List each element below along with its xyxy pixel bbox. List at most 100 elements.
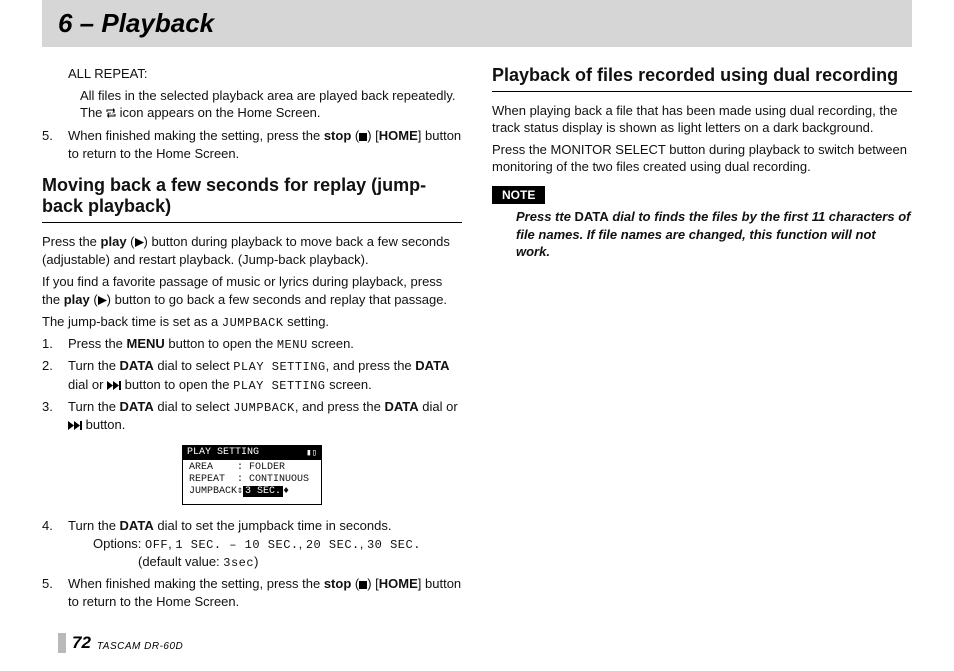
step-5-top: 5. When finished making the setting, pre… [42, 127, 462, 163]
lcd-label: AREA [189, 462, 213, 473]
left-column: ALL REPEAT: All files in the selected pl… [42, 65, 462, 615]
text: screen. [326, 377, 372, 392]
all-repeat-label: ALL REPEAT: [68, 65, 462, 83]
dual-para-2: Press the MONITOR SELECT button during p… [492, 141, 912, 176]
text: button to open the [121, 377, 233, 392]
jb-para-1: Press the play () button during playback… [42, 233, 462, 269]
text: ) button to go back a few seconds and re… [107, 292, 447, 307]
note-body: Press tte DATA dial to finds the files b… [516, 208, 912, 261]
data-label: DATA [384, 399, 418, 414]
ffwd-icon [107, 377, 121, 395]
options-label: Options: [93, 536, 145, 551]
all-repeat-body: All files in the selected playback area … [80, 87, 462, 123]
top-step-list: 5. When finished making the setting, pre… [42, 127, 462, 163]
lcd-text: PLAY SETTING [233, 360, 325, 374]
section-title-dual: Playback of files recorded using dual re… [492, 65, 912, 92]
text: The jump-back time is set as a [42, 314, 222, 329]
lcd-text: 30 SEC. [367, 538, 421, 552]
data-label: DATA [120, 399, 154, 414]
text: dial to select [154, 358, 234, 373]
text: , [299, 536, 306, 551]
options-line: Options: OFF, 1 SEC. – 10 SEC., 20 SEC.,… [138, 535, 462, 571]
chapter-header: 6 – Playback [42, 0, 912, 47]
text: Press the [42, 234, 101, 249]
note-label: NOTE [492, 186, 545, 204]
text: setting. [284, 314, 330, 329]
lcd-row-area: AREA : FOLDER [189, 462, 315, 474]
play-icon [135, 234, 144, 252]
jb-step-5: 5. When finished making the setting, pre… [42, 575, 462, 611]
page-number: 72 [72, 633, 91, 653]
jb-step-4: 4. Turn the DATA dial to set the jumpbac… [42, 517, 462, 571]
text: button to open the [165, 336, 277, 351]
battery-icon: ▮▯ [306, 448, 317, 459]
text: When finished making the setting, press … [68, 128, 324, 143]
stop-label: stop [324, 128, 351, 143]
text: , [360, 536, 367, 551]
text: , and press the [295, 399, 385, 414]
play-label: play [64, 292, 90, 307]
text: icon appears on the Home Screen. [116, 105, 321, 120]
text: ( [351, 576, 359, 591]
stop-label: stop [324, 576, 351, 591]
lcd-text: 20 SEC. [306, 538, 360, 552]
footer-accent-bar [58, 633, 66, 653]
columns: ALL REPEAT: All files in the selected pl… [42, 65, 912, 615]
text: ) [254, 554, 258, 569]
text: ) [ [367, 128, 379, 143]
home-label: HOME [379, 128, 418, 143]
text: When finished making the setting, press … [68, 576, 324, 591]
lcd-text: OFF [145, 538, 168, 552]
play-icon [98, 292, 107, 310]
page-footer: 72 TASCAM DR-60D [58, 633, 183, 653]
lcd-text: JUMPBACK [233, 401, 295, 415]
lcd-value-selected: 3 SEC. [243, 486, 283, 497]
step-number: 5. [42, 575, 53, 593]
text: ) [ [367, 576, 379, 591]
jb-step-3: 3. Turn the DATA dial to select JUMPBACK… [42, 398, 462, 435]
lcd-title: PLAY SETTING [187, 447, 259, 459]
step-number: 5. [42, 127, 53, 145]
menu-label: MENU [127, 336, 165, 351]
lcd-label: REPEAT [189, 474, 225, 485]
lcd-text: MENU [277, 338, 308, 352]
lcd-value: : FOLDER [237, 462, 285, 473]
play-label: play [101, 234, 127, 249]
text: ( [351, 128, 359, 143]
lcd-row-repeat: REPEAT : CONTINUOUS [189, 474, 315, 486]
jb-para-2: If you find a favorite passage of music … [42, 273, 462, 309]
section-title-jumpback: Moving back a few seconds for replay (ju… [42, 175, 462, 223]
ffwd-icon [68, 417, 82, 435]
lcd-screenshot: PLAY SETTING ▮▯ AREA : FOLDER REPEAT : C… [182, 445, 322, 505]
text: Turn the [68, 518, 120, 533]
jb-step-2: 2. Turn the DATA dial to select PLAY SET… [42, 357, 462, 394]
text: Turn the [68, 399, 120, 414]
jb-para-3: The jump-back time is set as a JUMPBACK … [42, 313, 462, 331]
lcd-title-bar: PLAY SETTING ▮▯ [183, 446, 321, 460]
page: 6 – Playback ALL REPEAT: All files in th… [42, 0, 912, 615]
step-number: 2. [42, 357, 53, 375]
text: ( [90, 292, 98, 307]
lcd-text: 1 SEC. – 10 SEC. [175, 538, 298, 552]
right-column: Playback of files recorded using dual re… [492, 65, 912, 615]
text: Turn the [68, 358, 120, 373]
lcd-label: JUMPBACK [189, 486, 237, 497]
step-number: 1. [42, 335, 53, 353]
text: dial to select [154, 399, 234, 414]
jb-step-list-2: 4. Turn the DATA dial to set the jumpbac… [42, 517, 462, 611]
step-number: 3. [42, 398, 53, 416]
lcd-row-jumpback: JUMPBACK⇕3 SEC.♦ [189, 486, 315, 498]
text: , and press the [326, 358, 416, 373]
chapter-title: 6 – Playback [58, 8, 896, 39]
text: Press the [68, 336, 127, 351]
data-label: DATA [575, 209, 609, 224]
lcd-text: JUMPBACK [222, 316, 284, 330]
text: dial or [419, 399, 458, 414]
dual-para-1: When playing back a file that has been m… [492, 102, 912, 137]
text: dial or [68, 377, 107, 392]
text: button. [82, 417, 125, 432]
text: screen. [308, 336, 354, 351]
step-number: 4. [42, 517, 53, 535]
svg-text:ALL: ALL [107, 111, 115, 116]
data-label: DATA [120, 518, 154, 533]
